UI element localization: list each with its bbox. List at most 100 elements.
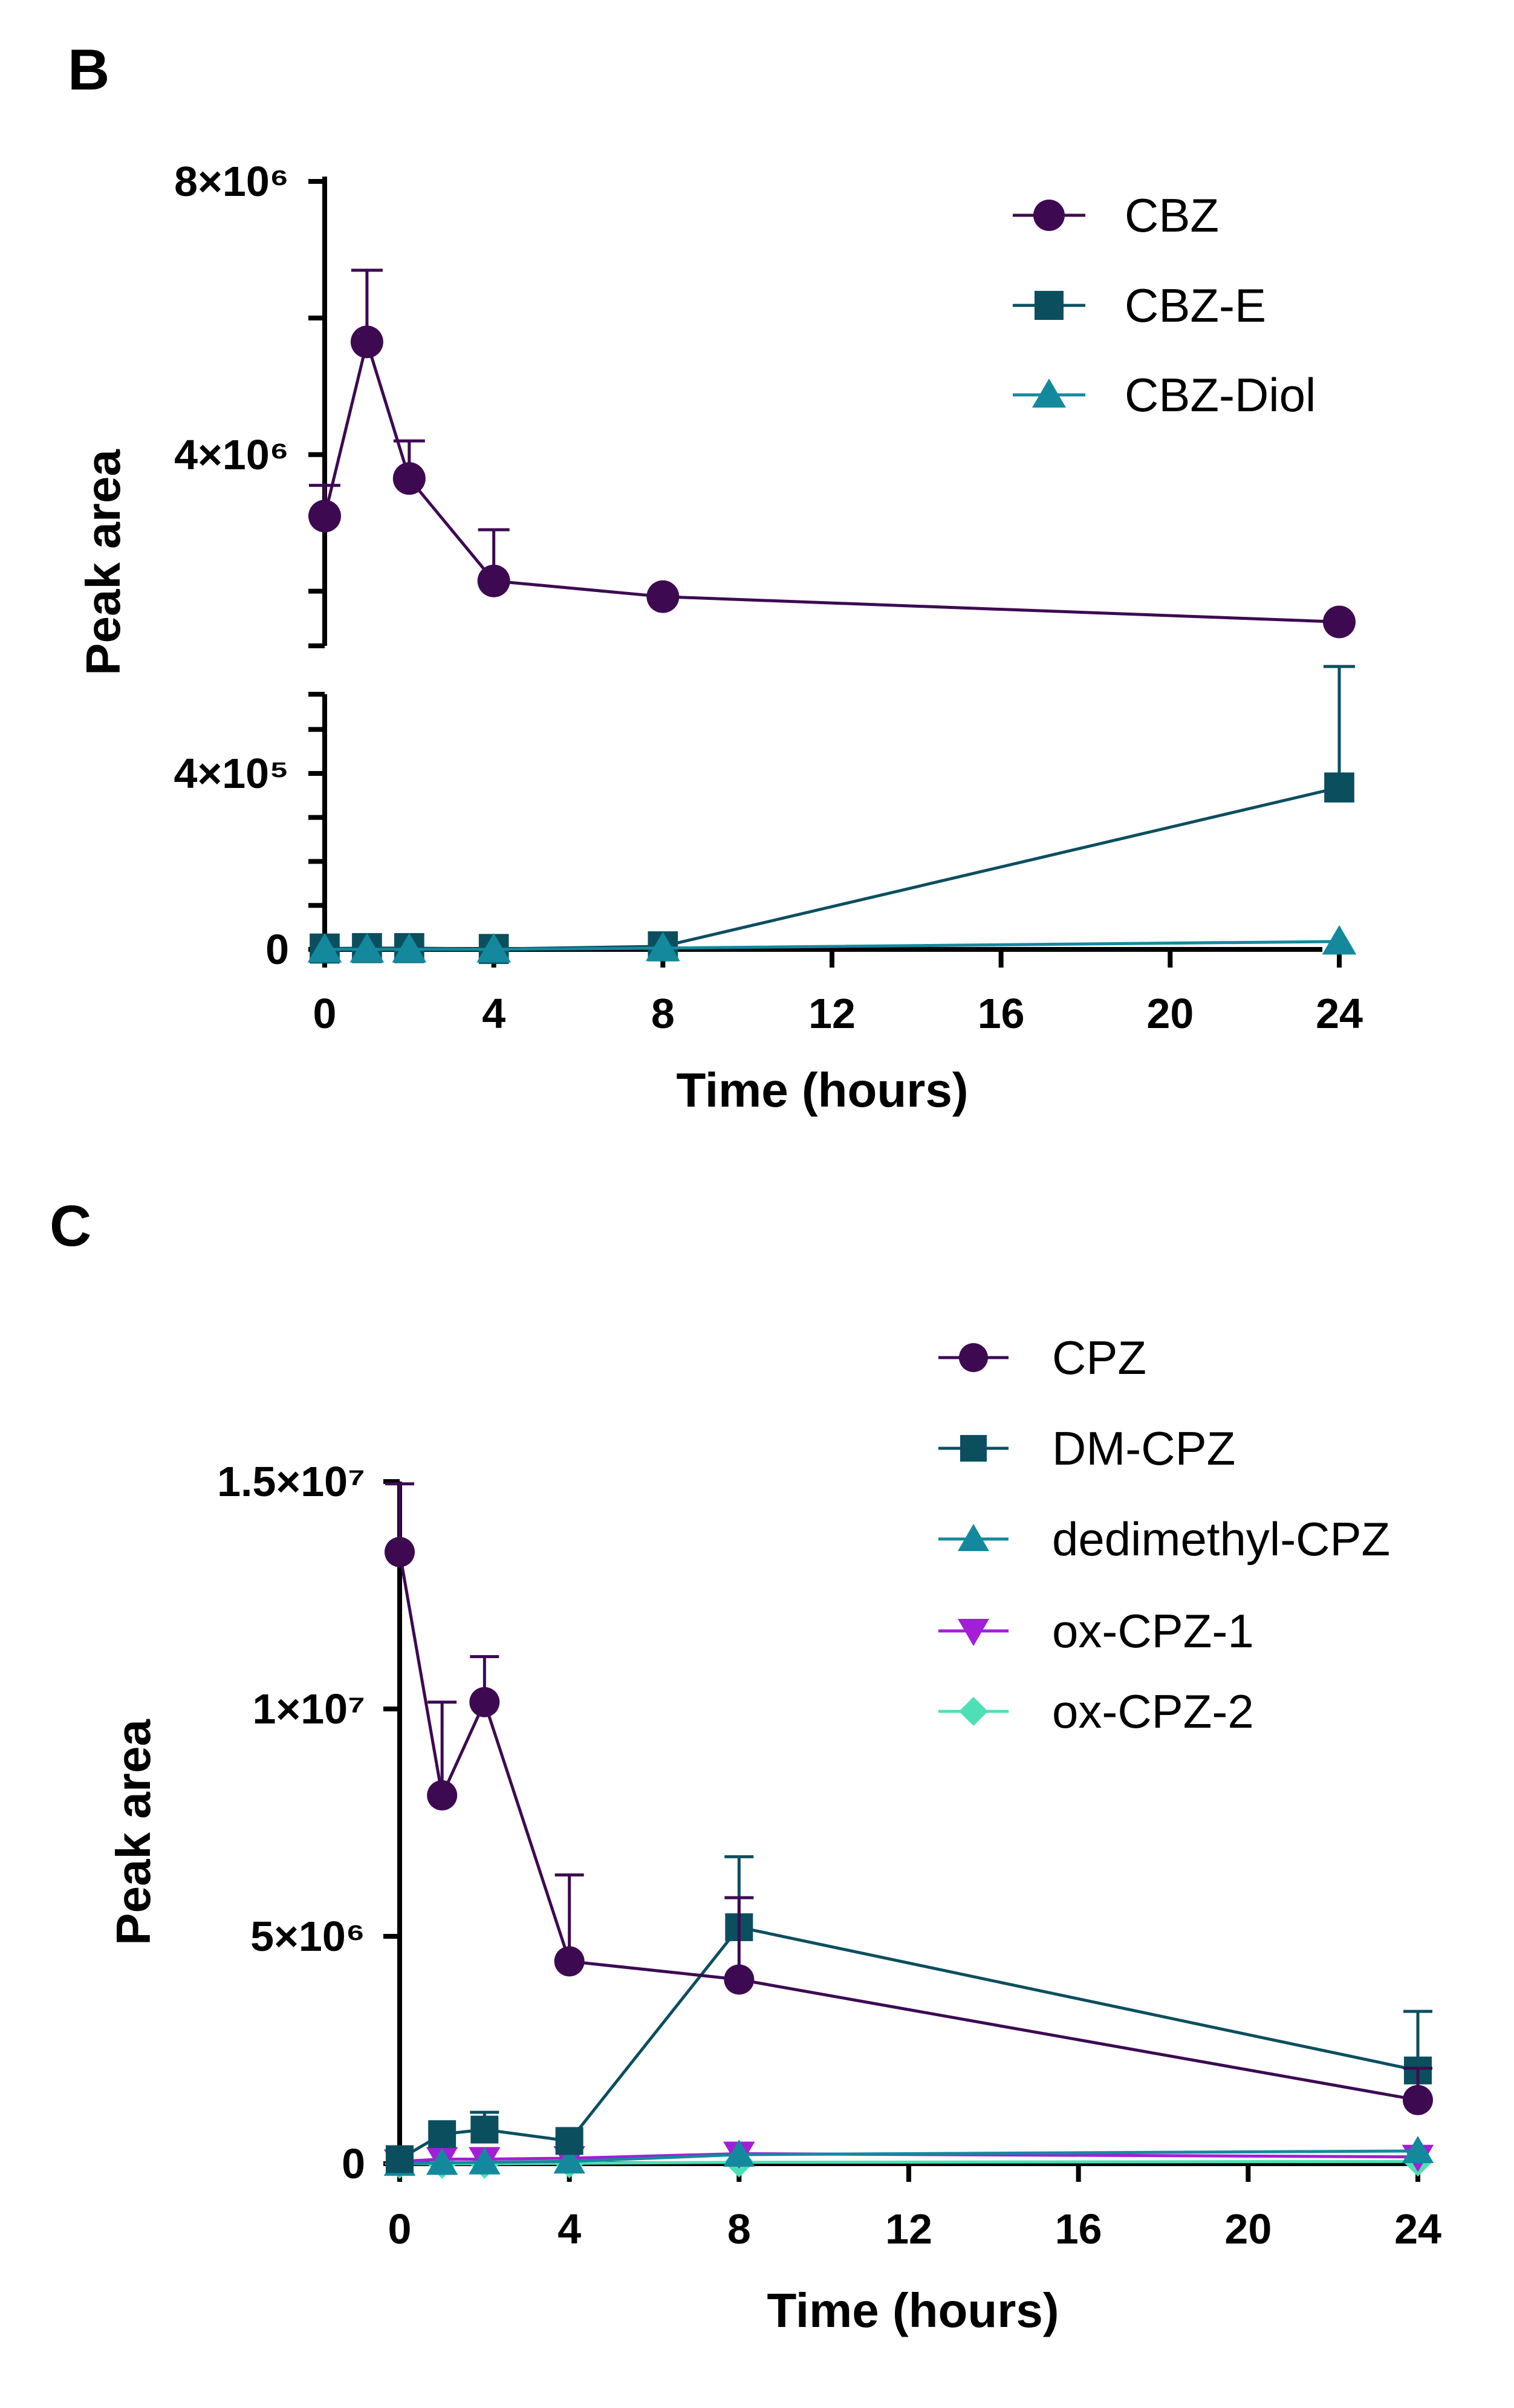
legend-item-dm-cpz: DM-CPZ [938,1422,1235,1475]
panel-c-x-axis-title: Time (hours) [767,2283,1059,2337]
legend-triangle-marker [958,1524,989,1551]
legend-label-cbz: CBZ [1125,189,1219,242]
legend-triangle-down-marker [958,1619,989,1646]
data-point-cpz [1403,2084,1433,2115]
x-tick-label: 8 [727,2205,751,2253]
y-tick-label: 8×10⁶ [174,158,289,205]
panel-c-legend: CPZ DM-CPZ dedimethyl-CPZ ox-CPZ-1 ox-CP [938,1331,1390,1738]
legend-diamond-marker [959,1697,988,1726]
data-point-dedimethyl-cpz [469,2147,501,2175]
series-cbz [308,268,1356,639]
data-point-cbz [308,499,341,533]
legend-triangle-marker [1032,379,1066,408]
series-cbz-diol [307,925,1357,963]
legend-label-cpz: CPZ [1052,1331,1146,1384]
data-point-cpz [385,1537,415,1567]
legend-item-cbz-e: CBZ-E [1013,279,1266,332]
y-tick-label: 4×10⁵ [174,750,289,797]
legend-item-ox-cpz-1: ox-CPZ-1 [938,1604,1254,1658]
legend-item-cbz-diol: CBZ-Diol [1013,368,1316,421]
series-line-cbz [323,336,1340,623]
data-point-cbz-diol [307,933,342,963]
legend-item-cbz: CBZ [1013,189,1219,242]
panel-b-plot-area [307,268,1357,965]
legend-item-dedimethyl-cpz: dedimethyl-CPZ [938,1512,1390,1566]
data-point-dm-cpz [470,2115,499,2144]
data-point-dm-cpz [386,2145,414,2173]
legend-label-ox-cpz-2: ox-CPZ-2 [1052,1685,1254,1738]
y-tick-label: 1×10⁷ [252,1685,365,1733]
data-point-dedimethyl-cpz [426,2147,458,2175]
legend-label-cbz-e: CBZ-E [1125,279,1266,332]
x-tick-label: 20 [1146,990,1194,1037]
panel-c-y-ticks: 0 5×10⁶ 1×10⁷ 1.5×10⁷ [217,1458,400,2187]
y-tick-label: 1.5×10⁷ [217,1458,365,1505]
legend-item-ox-cpz-2: ox-CPZ-2 [938,1685,1254,1738]
data-point-dm-cpz [555,2127,583,2155]
panel-c-y-axis-title: Peak area [106,1719,160,1945]
panel-b-legend: CBZ CBZ-E CBZ-Diol [1013,189,1316,421]
legend-label-cbz-diol: CBZ-Diol [1125,368,1316,421]
x-tick-label: 16 [978,990,1025,1037]
x-tick-label: 12 [885,2205,932,2253]
panel-c-plot-area [383,1482,1434,2179]
data-point-cpz [427,1780,458,1811]
data-point-cpz [724,1964,755,1995]
legend-label-ox-cpz-1: ox-CPZ-1 [1052,1604,1254,1658]
x-tick-label: 0 [313,990,337,1037]
legend-circle-marker [959,1343,988,1372]
data-point-dedimethyl-cpz [723,2139,755,2167]
legend-square-marker [1035,291,1064,320]
panel-c-x-ticks: 0 4 8 12 16 20 24 [388,2164,1441,2253]
panel-b-x-axis-title: Time (hours) [676,1063,968,1117]
panel-b-x-ticks: 0 4 8 12 16 20 24 [313,949,1363,1037]
data-point-cbz-diol [645,931,680,962]
data-point-cbz [477,564,510,597]
x-tick-label: 12 [808,990,856,1037]
series-dm-cpz [386,1855,1432,2173]
data-point-cbz-e [1324,772,1354,803]
data-point-cbz-diol [349,933,385,963]
series-line-cbz-e [324,786,1340,951]
legend-label-dm-cpz: DM-CPZ [1052,1422,1235,1475]
panel-b: B Peak area Time (hours) 4×10⁶8×10⁶04×10… [68,37,1363,1117]
y-tick-label: 5×10⁶ [250,1913,365,1960]
y-tick-label: 4×10⁶ [174,431,289,478]
legend-item-cpz: CPZ [938,1331,1146,1384]
panel-b-y-ticks: 4×10⁶ 8×10⁶ 0 4×10⁵ [174,158,325,973]
data-point-cbz-diol [476,933,512,963]
series-cbz-e [310,665,1355,965]
data-point-cbz-diol [1322,925,1357,955]
x-tick-label: 24 [1394,2205,1441,2253]
x-tick-label: 16 [1055,2205,1102,2253]
x-tick-label: 20 [1224,2205,1272,2253]
data-point-cbz [1323,605,1356,639]
panel-b-y-axis-title: Peak area [76,449,130,675]
series-cpz [385,1482,1433,2115]
data-point-dedimethyl-cpz [1402,2135,1434,2163]
panel-c-letter: C [50,1194,91,1258]
legend-circle-marker [1033,200,1065,231]
data-point-cbz-diol [392,933,427,963]
x-tick-label: 4 [557,2205,581,2253]
x-tick-label: 8 [651,990,675,1037]
data-point-dedimethyl-cpz [553,2146,585,2174]
legend-square-marker [960,1435,987,1462]
data-point-cpz [469,1687,500,1717]
x-tick-label: 24 [1316,990,1363,1037]
x-tick-label: 0 [388,2205,412,2253]
series-line-cpz [398,1552,1418,2102]
legend-label-dedimethyl-cpz: dedimethyl-CPZ [1052,1512,1390,1566]
series-line-dm-cpz [398,1925,1418,2161]
panel-c: C Peak area Time (hours) 0 5×10⁶ 1×10⁷ 1.5×… [50,1194,1441,2337]
panel-b-letter: B [68,37,109,102]
y-tick-label: 0 [342,2140,365,2187]
data-point-cbz [392,462,426,495]
data-point-cbz [646,580,680,613]
data-point-cbz [350,325,383,359]
x-tick-label: 4 [482,990,505,1037]
data-point-cpz [554,1946,585,1977]
data-point-dm-cpz [428,2120,456,2149]
y-tick-label: 0 [265,926,289,973]
